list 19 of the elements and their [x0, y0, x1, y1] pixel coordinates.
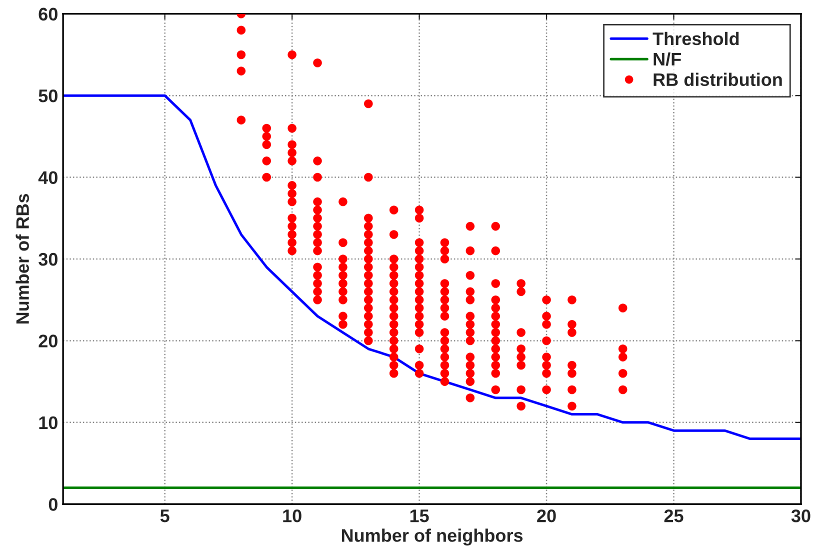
line-series [63, 94, 801, 440]
y-tick-label: 10 [39, 416, 58, 430]
y-tick-label: 50 [38, 90, 58, 102]
x-axis-title: Number of neighbors [342, 528, 523, 546]
y-axis-title: Number of RBs [16, 194, 29, 324]
x-tick-label: 10 [283, 509, 302, 522]
legend-label: N/F [654, 52, 681, 66]
x-tick-label: 5 [160, 510, 170, 522]
y-tick-label: 60 [38, 8, 58, 21]
x-tick-label: 30 [791, 509, 810, 522]
y-tick-label: 20 [38, 334, 58, 348]
y-tick-label: 0 [48, 498, 58, 511]
y-tick-label: 40 [38, 171, 58, 184]
x-tick-label: 20 [537, 509, 556, 522]
legend-label: Threshold [652, 32, 739, 46]
legend-label: RB distribution [654, 72, 782, 86]
y-tick-label: 30 [38, 252, 58, 266]
x-tick-label: 25 [664, 509, 684, 522]
x-tick-label: 15 [410, 510, 429, 522]
